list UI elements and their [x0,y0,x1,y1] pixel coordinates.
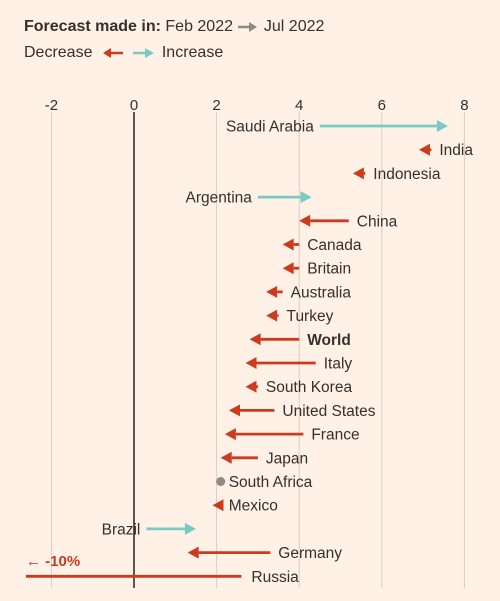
row-india: India [418,142,473,159]
forecast-arrowhead [282,238,294,251]
decrease-arrow-icon [102,47,123,58]
forecast-arrowhead [184,522,196,535]
row-argentina: Argentina [186,190,312,207]
country-label: South Korea [266,379,353,396]
row-brazil: Brazil [102,521,196,538]
row-france: France [224,427,360,444]
row-italy: Italy [245,356,353,373]
unchanged-dot [216,477,226,486]
forecast-arrowhead [418,143,430,156]
forecast-arrowhead [187,546,199,559]
country-label: Germany [278,545,342,562]
country-label: Saudi Arabia [226,119,314,136]
country-label: Russia [251,569,299,586]
row-south-korea: South Korea [245,379,353,396]
forecast-arrowhead [212,499,224,512]
row-britain: Britain [282,261,351,278]
row-united-states: United States [228,403,376,420]
legend-from-date: Feb 2022 [165,18,233,35]
legend-decrease-label: Decrease [24,44,93,61]
forecast-arrowhead [266,309,278,322]
x-tick-label: 0 [130,97,138,114]
rows: Saudi Arabia India Indonesia Argentina China… [26,119,473,586]
country-label: Italy [324,356,353,373]
country-label: United States [282,403,375,420]
country-label: Indonesia [373,166,441,183]
country-label: Australia [291,284,352,301]
country-label: India [439,142,473,159]
country-label: South Africa [229,474,313,491]
country-label: Japan [266,450,308,467]
legend-forecast: Forecast made in: Feb 2022 Jul 2022 [24,18,324,36]
x-tick-label: 6 [378,97,386,114]
legend-to-date: Jul 2022 [263,18,325,35]
legend-direction: Decrease Increase [24,44,223,62]
arrow-right-icon [238,21,258,32]
row-canada: Canada [282,237,362,254]
row-indonesia: Indonesia [352,166,441,183]
clipped-value-note: ← -10% [26,553,80,570]
country-label: China [357,213,398,230]
gridlines: -2 0 2 4 6 8 [45,97,469,588]
row-china: China [299,213,398,230]
row-australia: Australia [266,284,351,301]
row-japan: Japan [220,450,308,467]
row-south-africa: South Africa [216,474,313,491]
country-label: Canada [307,237,362,254]
country-label: Brazil [102,521,141,538]
country-label: Argentina [186,190,253,207]
forecast-arrowhead [299,214,311,227]
legend-increase-label: Increase [161,44,224,61]
x-tick-label: 8 [460,97,468,114]
country-label: World [307,332,351,349]
forecast-arrowhead [249,333,261,346]
row-saudi-arabia: Saudi Arabia [226,119,448,136]
row-turkey: Turkey [266,308,334,325]
forecast-arrowhead [282,262,294,275]
x-tick-label: -2 [45,97,58,114]
forecast-arrowhead [245,357,257,369]
forecast-arrowhead [224,428,236,441]
forecast-arrowhead [228,404,240,417]
forecast-arrowhead [266,285,278,298]
country-label: France [311,427,359,444]
row-world: World [249,332,351,349]
forecast-arrowhead [436,120,448,132]
increase-arrow-icon [133,47,155,58]
forecast-arrowhead [220,451,232,464]
forecast-arrowhead [245,380,257,393]
row-russia: Russia [26,569,299,586]
row-germany: Germany [187,545,342,562]
country-label: Britain [307,261,351,278]
legend-heading: Forecast made in: [24,18,161,35]
forecast-arrowhead [352,167,364,180]
forecast-arrowhead [300,191,312,204]
x-tick-label: 2 [212,97,220,114]
country-label: Turkey [287,308,334,325]
country-label: Mexico [229,498,278,515]
row-mexico: Mexico [212,498,278,515]
x-tick-label: 4 [295,97,303,114]
